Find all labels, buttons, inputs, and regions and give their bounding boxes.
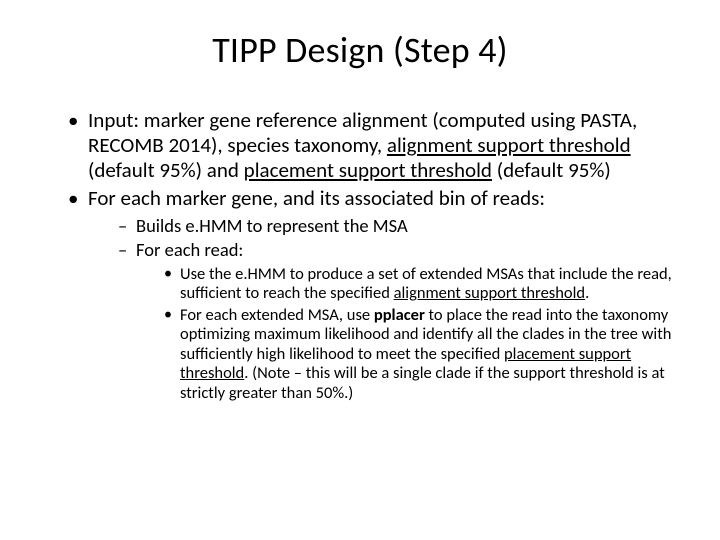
bullet-foreach-marker: For each marker gene, and its associated… bbox=[68, 186, 680, 403]
text: . (Note – this will be a single clade if… bbox=[180, 363, 665, 402]
sublist: Builds e.HMM to represent the MSA For ea… bbox=[88, 215, 680, 403]
bullet-input: Input: marker gene reference alignment (… bbox=[68, 108, 680, 182]
slide: TIPP Design (Step 4) Input: marker gene … bbox=[0, 0, 720, 540]
text: (default 95%) and bbox=[88, 157, 244, 183]
subbullet-builds-ehmm: Builds e.HMM to represent the MSA bbox=[118, 215, 680, 237]
bullet-list: Input: marker gene reference alignment (… bbox=[40, 108, 680, 403]
slide-title: TIPP Design (Step 4) bbox=[40, 28, 680, 72]
text: For each marker gene, and its associated… bbox=[88, 185, 545, 211]
bold-pplacer: pplacer bbox=[374, 305, 425, 325]
subsublist: Use the e.HMM to produce a set of extend… bbox=[136, 265, 680, 403]
text: For each read: bbox=[136, 238, 243, 261]
underline-alignment-threshold: alignment support threshold bbox=[394, 283, 585, 303]
subsub-pplacer: For each extended MSA, use pplacer to pl… bbox=[164, 306, 680, 403]
text: (default 95%) bbox=[492, 157, 611, 183]
text: Builds e.HMM to represent the MSA bbox=[136, 214, 408, 237]
text: . bbox=[585, 283, 589, 303]
subsub-use-ehmm: Use the e.HMM to produce a set of extend… bbox=[164, 265, 680, 304]
subbullet-foreach-read: For each read: Use the e.HMM to produce … bbox=[118, 239, 680, 403]
underline-alignment-threshold: alignment support threshold bbox=[387, 132, 631, 158]
text: For each extended MSA, use bbox=[180, 305, 374, 325]
underline-placement-threshold: placement support threshold bbox=[244, 157, 492, 183]
